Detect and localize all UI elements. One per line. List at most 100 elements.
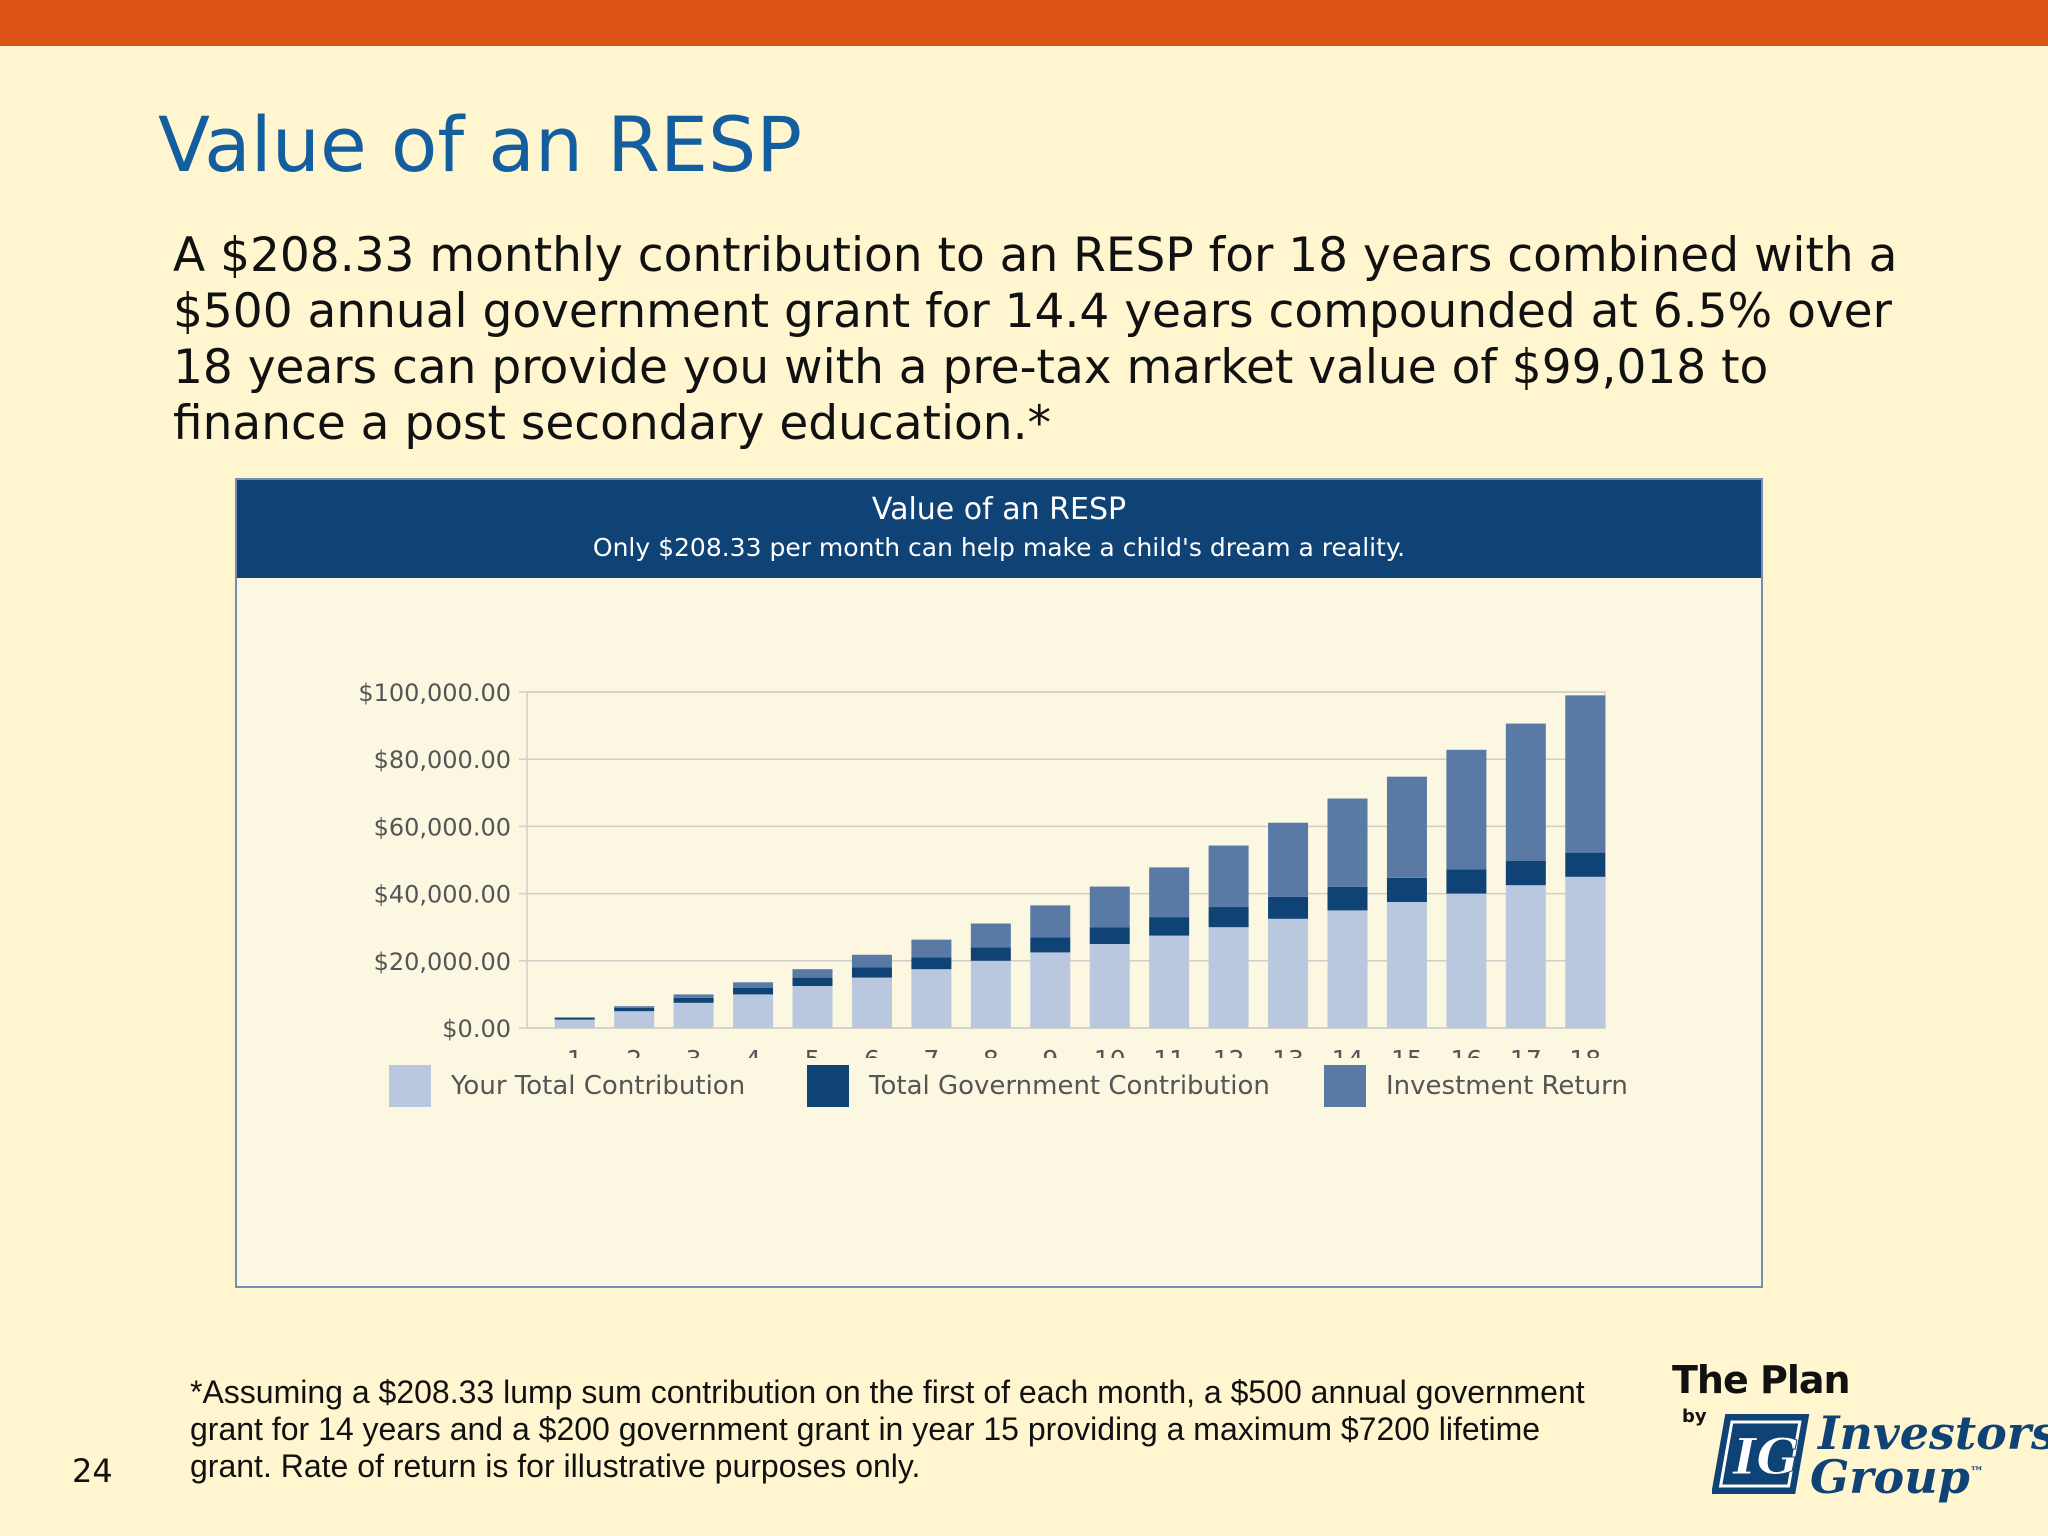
y-tick-label: $100,000.00 [358,679,511,707]
x-tick-label: 11 [1153,1045,1185,1058]
x-tick-label: 8 [983,1045,999,1058]
bar-segment-your-contribution [614,1011,655,1028]
chart-title: Value of an RESP [871,492,1127,527]
bar-segment-government-contribution [1327,886,1368,911]
legend-swatch-your-contribution [389,1065,431,1107]
slide-title: Value of an RESP [158,100,803,189]
page-number: 24 [72,1452,113,1490]
legend-label-investment-return: Investment Return [1386,1071,1628,1101]
logo-name-line2-text: Group [1810,1450,1970,1504]
bar-segment-government-contribution [970,947,1011,961]
bar-segment-government-contribution [851,967,892,978]
x-tick-label: 16 [1450,1045,1482,1058]
bar-segment-investment-return [792,969,833,978]
bar-segment-government-contribution [673,997,714,1003]
x-tick-label: 10 [1094,1045,1126,1058]
y-tick-label: $60,000.00 [374,813,511,841]
bar-segment-your-contribution [554,1019,595,1028]
bar-segment-investment-return [1386,776,1427,878]
legend-swatch-government-contribution [807,1065,849,1107]
ig-logo-icon: IG [1712,1414,1810,1494]
bar-segment-government-contribution [1565,852,1606,877]
bar-segment-your-contribution [1327,910,1368,1028]
x-tick-label: 14 [1332,1045,1364,1058]
slide-body-text: A $208.33 monthly contribution to an RES… [173,228,1898,451]
bar-segment-your-contribution [1208,927,1249,1028]
footnote: *Assuming a $208.33 lump sum contributio… [190,1374,1585,1484]
legend-label-your-contribution: Your Total Contribution [451,1071,746,1101]
x-tick-label: 15 [1391,1045,1423,1058]
x-tick-label: 3 [686,1045,702,1058]
bar-segment-government-contribution [1446,869,1487,894]
chart-header: Value of an RESP Only $208.33 per month … [237,480,1761,578]
chart-panel: Value of an RESP Only $208.33 per month … [235,478,1763,1288]
stacked-bar-chart: $0.00 $20,000.00 $40,000.00 $60,000.00 $80,0… [358,679,1606,1058]
x-tick-label: 17 [1510,1045,1542,1058]
top-accent-bar [0,0,2048,46]
bar-segment-government-contribution [554,1017,595,1020]
bar-segment-your-contribution [673,1002,714,1028]
bar-segment-your-contribution [1089,944,1130,1028]
bar-segment-investment-return [1149,867,1190,918]
bar-segment-government-contribution [911,957,952,970]
bar-segment-investment-return [1327,798,1368,887]
investors-group-logo: The Plan by IG Investors Group™ [1670,1358,2048,1508]
bar-segment-government-contribution [1089,927,1130,944]
bar-segment-your-contribution [851,977,892,1028]
bar-segment-your-contribution [1505,885,1546,1028]
bar-segment-investment-return [1565,695,1606,853]
bar-segment-investment-return [554,1017,595,1018]
legend-item-your-contribution: Your Total Contribution [389,1064,745,1108]
logo-by-text: by [1682,1406,1707,1427]
logo-name-line1: Investors [1818,1406,2048,1460]
bar-segment-investment-return [1268,822,1309,897]
chart-subtitle: Only $208.33 per month can help make a c… [592,533,1406,562]
bar-segment-investment-return [1089,886,1130,928]
bar-segment-investment-return [733,982,774,988]
x-tick-label: 4 [745,1045,761,1058]
bar-segment-investment-return [911,939,952,958]
y-tick-label: $0.00 [442,1015,511,1043]
bar-segment-your-contribution [911,969,952,1028]
x-tick-label: 1 [567,1045,583,1058]
bar-segment-government-contribution [1505,861,1546,886]
logo-name-line2: Group™ [1810,1450,1984,1504]
bar-segment-government-contribution [614,1007,655,1012]
bar-segment-government-contribution [792,977,833,986]
bar-segment-government-contribution [1149,917,1190,936]
logo-trademark: ™ [1969,1464,1984,1481]
bar-segment-your-contribution [1149,935,1190,1028]
bar-segment-investment-return [1505,723,1546,862]
bar-segment-investment-return [614,1006,655,1008]
x-tick-label: 7 [923,1045,939,1058]
bar-segment-your-contribution [792,986,833,1028]
bar-segment-your-contribution [1030,952,1071,1028]
logo-plan-text: The Plan [1672,1358,1851,1402]
x-tick-label: 5 [805,1045,821,1058]
bar-segment-government-contribution [1386,877,1427,902]
y-tick-label: $80,000.00 [374,746,511,774]
bar-segment-government-contribution [733,987,774,995]
bar-segment-investment-return [673,994,714,998]
chart-legend: Your Total Contribution Total Government… [237,1064,1761,1114]
bar-segment-investment-return [1030,905,1071,938]
x-tick-label: 12 [1213,1045,1245,1058]
bar-segment-investment-return [1208,845,1249,908]
legend-label-government-contribution: Total Government Contribution [869,1071,1270,1101]
bar-segment-government-contribution [1030,937,1071,953]
legend-item-investment-return: Investment Return [1324,1064,1628,1108]
bar-segment-your-contribution [1446,893,1487,1028]
x-tick-label: 6 [864,1045,880,1058]
logo-mark-text: IG [1731,1427,1799,1486]
legend-swatch-investment-return [1324,1065,1366,1107]
bar-segment-investment-return [851,954,892,968]
y-tick-label: $20,000.00 [374,948,511,976]
bar-segment-your-contribution [970,960,1011,1028]
x-tick-label: 13 [1272,1045,1304,1058]
bar-segment-your-contribution [1565,876,1606,1028]
y-tick-label: $40,000.00 [374,881,511,909]
bar-segment-your-contribution [1386,902,1427,1028]
bar-segment-government-contribution [1268,896,1309,919]
bar-segment-your-contribution [1268,918,1309,1028]
bar-segment-investment-return [1446,749,1487,870]
